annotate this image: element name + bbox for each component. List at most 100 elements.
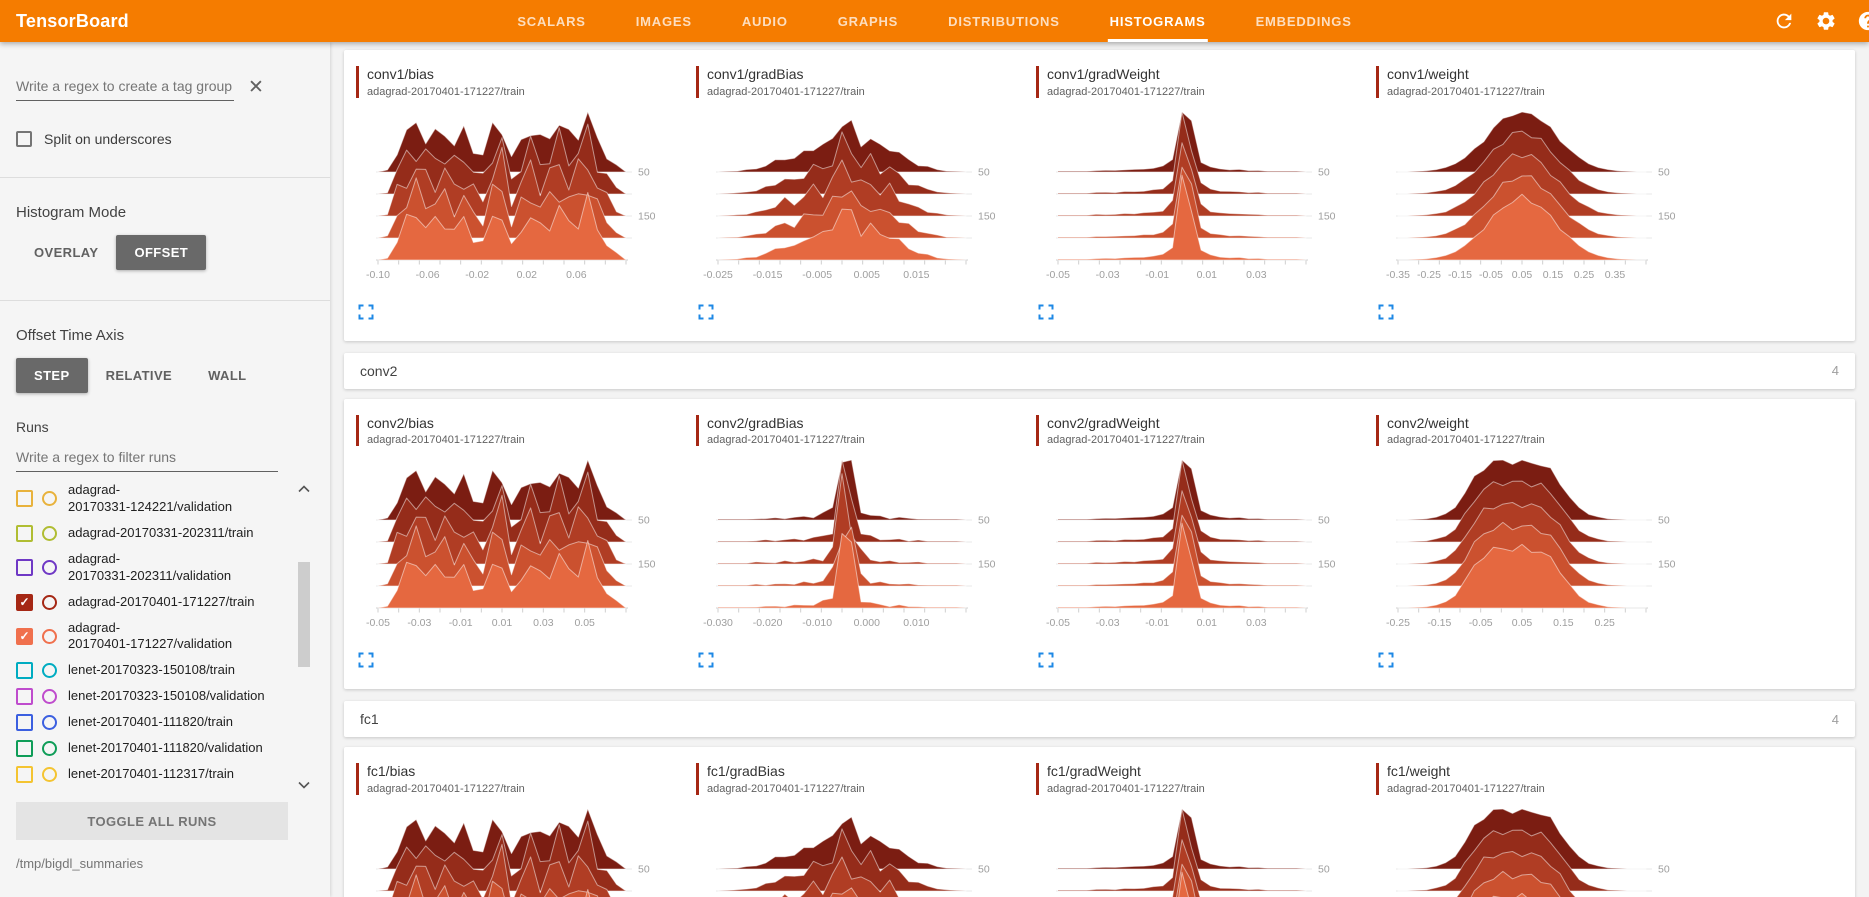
expand-button[interactable] (358, 652, 374, 668)
x-axis-tick-label: 0.010 (903, 617, 929, 629)
card-run-subtitle: adagrad-20170401-171227/train (1387, 782, 1545, 795)
toggle-all-runs-button[interactable]: TOGGLE ALL RUNS (16, 802, 288, 840)
run-list-item[interactable]: adagrad-20170331-202311/train (16, 524, 280, 542)
tag-filter-row: ✕ (16, 74, 314, 101)
histogram-ridgeline-chart: 50 150 -0.25 -0.15 -0.05 0.05 0.15 0.25 (1386, 459, 1676, 629)
run-color-circle-icon (42, 767, 57, 783)
y-axis-tick-label: 50 (978, 515, 990, 527)
run-list-item[interactable]: lenet-20170323-150108/train (16, 662, 280, 680)
card-header: fc1/bias adagrad-20170401-171227/train (356, 763, 696, 795)
runs-scrollbar[interactable] (296, 482, 312, 794)
card-run-subtitle: adagrad-20170401-171227/train (707, 782, 865, 795)
expand-button[interactable] (1378, 652, 1394, 668)
expand-button[interactable] (1378, 304, 1394, 320)
expand-button[interactable] (1038, 304, 1054, 320)
y-axis-tick-label: 150 (978, 210, 996, 222)
group-header-conv2[interactable]: conv2 4 (344, 352, 1855, 389)
tab-embeddings[interactable]: EMBEDDINGS (1255, 13, 1352, 29)
x-axis-tick-label: 0.05 (1512, 269, 1533, 281)
checkbox-unchecked-icon[interactable] (16, 740, 33, 758)
x-axis-tick-label: -0.25 (1417, 269, 1441, 281)
card-header: conv1/bias adagrad-20170401-171227/train (356, 66, 696, 98)
run-list-item[interactable]: lenet-20170401-112317/train (16, 766, 280, 784)
card-tag-title: fc1/weight (1387, 763, 1451, 779)
checkbox-checked-icon[interactable]: ✓ (16, 593, 33, 611)
run-list-item[interactable]: lenet-20170323-150108/validation (16, 688, 280, 706)
card-tag-title: conv1/weight (1387, 66, 1469, 82)
tab-audio[interactable]: AUDIO (741, 13, 788, 29)
x-axis-tick-label: 0.015 (903, 269, 929, 281)
app-body: ✕ Split on underscores Histogram Mode OV… (0, 42, 1869, 897)
checkbox-unchecked-icon[interactable] (16, 766, 33, 784)
histogram-mode-offset-button[interactable]: OFFSET (116, 235, 207, 270)
card-header: fc1/gradWeight adagrad-20170401-171227/tr… (1036, 763, 1376, 795)
time-axis-relative-button[interactable]: RELATIVE (105, 368, 173, 383)
x-axis-tick-label: -0.05 (1479, 269, 1503, 281)
histogram-mode-overlay-button[interactable]: OVERLAY (34, 245, 99, 260)
group-header-fc1[interactable]: fc1 4 (344, 701, 1855, 737)
scroll-up-icon[interactable] (297, 482, 311, 496)
x-axis-tick-label: 0.01 (492, 617, 513, 629)
x-axis-tick-label: 0.05 (574, 617, 595, 629)
run-list-item[interactable]: lenet-20170401-111820/validation (16, 740, 280, 758)
card-run-subtitle: adagrad-20170401-171227/train (1387, 434, 1545, 446)
checkbox-unchecked-icon[interactable] (16, 490, 33, 508)
card-tag-title: fc1/bias (367, 763, 416, 779)
checkbox-unchecked-icon[interactable] (16, 524, 33, 542)
y-axis-tick-label: 50 (638, 863, 650, 875)
expand-button[interactable] (1038, 652, 1054, 668)
histogram-card: conv2/gradWeight adagrad-20170401-171227/… (1036, 414, 1376, 684)
settings-icon[interactable] (1815, 10, 1837, 32)
expand-button[interactable] (358, 304, 374, 320)
run-list-item[interactable]: ✓ adagrad- 20170401-171227/validation (16, 620, 280, 654)
tab-images[interactable]: IMAGES (635, 13, 692, 29)
checkbox-unchecked-icon[interactable] (16, 662, 33, 680)
run-list-item[interactable]: lenet-20170401-111820/train (16, 714, 280, 732)
tab-scalars[interactable]: SCALARS (517, 13, 586, 29)
tab-distributions[interactable]: DISTRIBUTIONS (948, 13, 1060, 29)
time-axis-wall-button[interactable]: WALL (208, 368, 247, 383)
tag-regex-input[interactable] (16, 74, 234, 101)
scroll-down-icon[interactable] (297, 778, 311, 792)
run-color-circle-icon (42, 491, 57, 507)
help-icon[interactable] (1857, 10, 1869, 32)
run-list-item[interactable]: ✓ adagrad-20170401-171227/train (16, 593, 280, 611)
x-axis-tick-label: -0.15 (1427, 617, 1451, 629)
x-axis-tick-label: 0.03 (1246, 617, 1267, 629)
checkbox-unchecked-icon[interactable] (16, 559, 33, 577)
clear-tag-filter-icon[interactable]: ✕ (248, 77, 264, 98)
y-axis-tick-label: 150 (1658, 559, 1676, 571)
histogram-card: conv1/weight adagrad-20170401-171227/trai… (1376, 66, 1716, 335)
card-run-subtitle: adagrad-20170401-171227/train (367, 434, 525, 446)
time-axis-step-button[interactable]: STEP (16, 358, 88, 393)
expand-button[interactable] (698, 304, 714, 320)
card-tag-title: conv2/gradBias (707, 414, 804, 431)
card-header: fc1/weight adagrad-20170401-171227/train (1376, 763, 1716, 795)
checkbox-unchecked-icon[interactable] (16, 714, 33, 732)
run-list-item[interactable]: adagrad- 20170331-202311/validation (16, 551, 280, 585)
checkbox-checked-icon[interactable]: ✓ (16, 627, 33, 645)
y-axis-tick-label: 150 (638, 559, 656, 571)
tab-histograms[interactable]: HISTOGRAMS (1107, 0, 1208, 42)
histogram-card: conv1/gradBias adagrad-20170401-171227/tr… (696, 66, 1036, 335)
tab-graphs[interactable]: GRAPHS (837, 13, 899, 29)
scrollbar-thumb[interactable] (298, 562, 310, 667)
checkbox-unchecked-icon[interactable] (16, 131, 32, 147)
sidebar-divider (0, 177, 330, 178)
card-tag-title: conv2/weight (1387, 414, 1469, 431)
run-list-item[interactable]: adagrad- 20170331-124221/validation (16, 482, 280, 516)
card-run-subtitle: adagrad-20170401-171227/train (1387, 85, 1545, 98)
runs-regex-input[interactable] (16, 445, 278, 472)
refresh-icon[interactable] (1773, 10, 1795, 32)
split-on-underscores-checkbox[interactable]: Split on underscores (16, 131, 314, 147)
histogram-mode-heading: Histogram Mode (16, 204, 127, 221)
run-label: adagrad- 20170331-124221/validation (68, 482, 233, 514)
offset-time-axis-buttons: STEP RELATIVE WALL (16, 358, 314, 393)
x-axis-tick-label: -0.10 (366, 269, 390, 281)
histogram-card: fc1/gradWeight adagrad-20170401-171227/tr… (1036, 763, 1376, 897)
checkbox-unchecked-icon[interactable] (16, 688, 33, 706)
x-axis-tick-label: -0.25 (1386, 617, 1410, 629)
histograms-dashboard: conv1/bias adagrad-20170401-171227/train 5… (330, 42, 1869, 897)
expand-button[interactable] (698, 652, 714, 668)
